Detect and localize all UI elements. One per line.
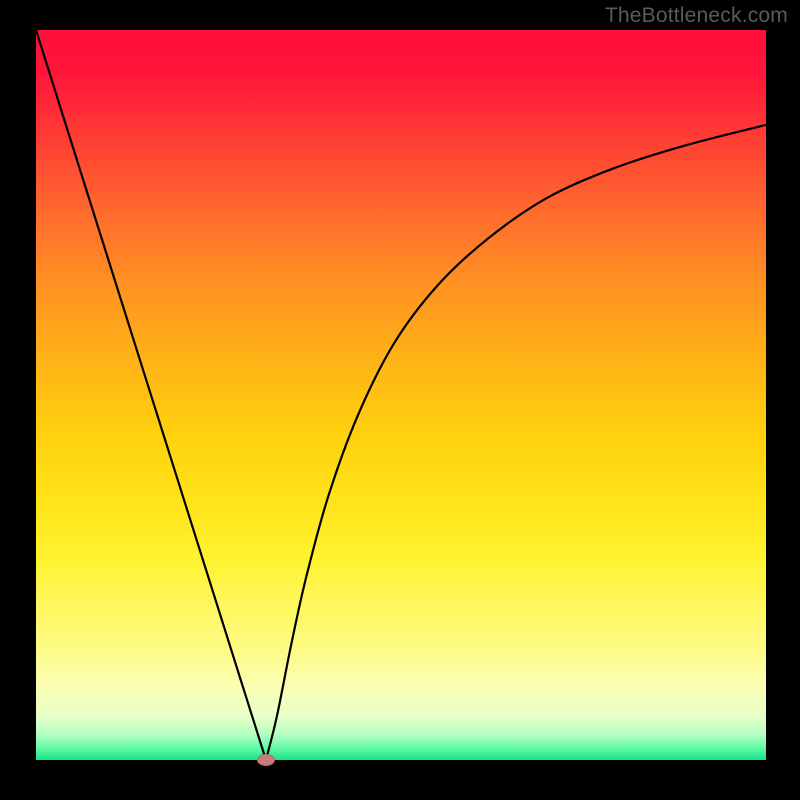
plot-area [36,30,766,760]
chart-container: TheBottleneck.com [0,0,800,800]
minimum-marker [257,754,275,766]
bottleneck-curve [36,30,766,760]
watermark-label: TheBottleneck.com [605,4,788,28]
